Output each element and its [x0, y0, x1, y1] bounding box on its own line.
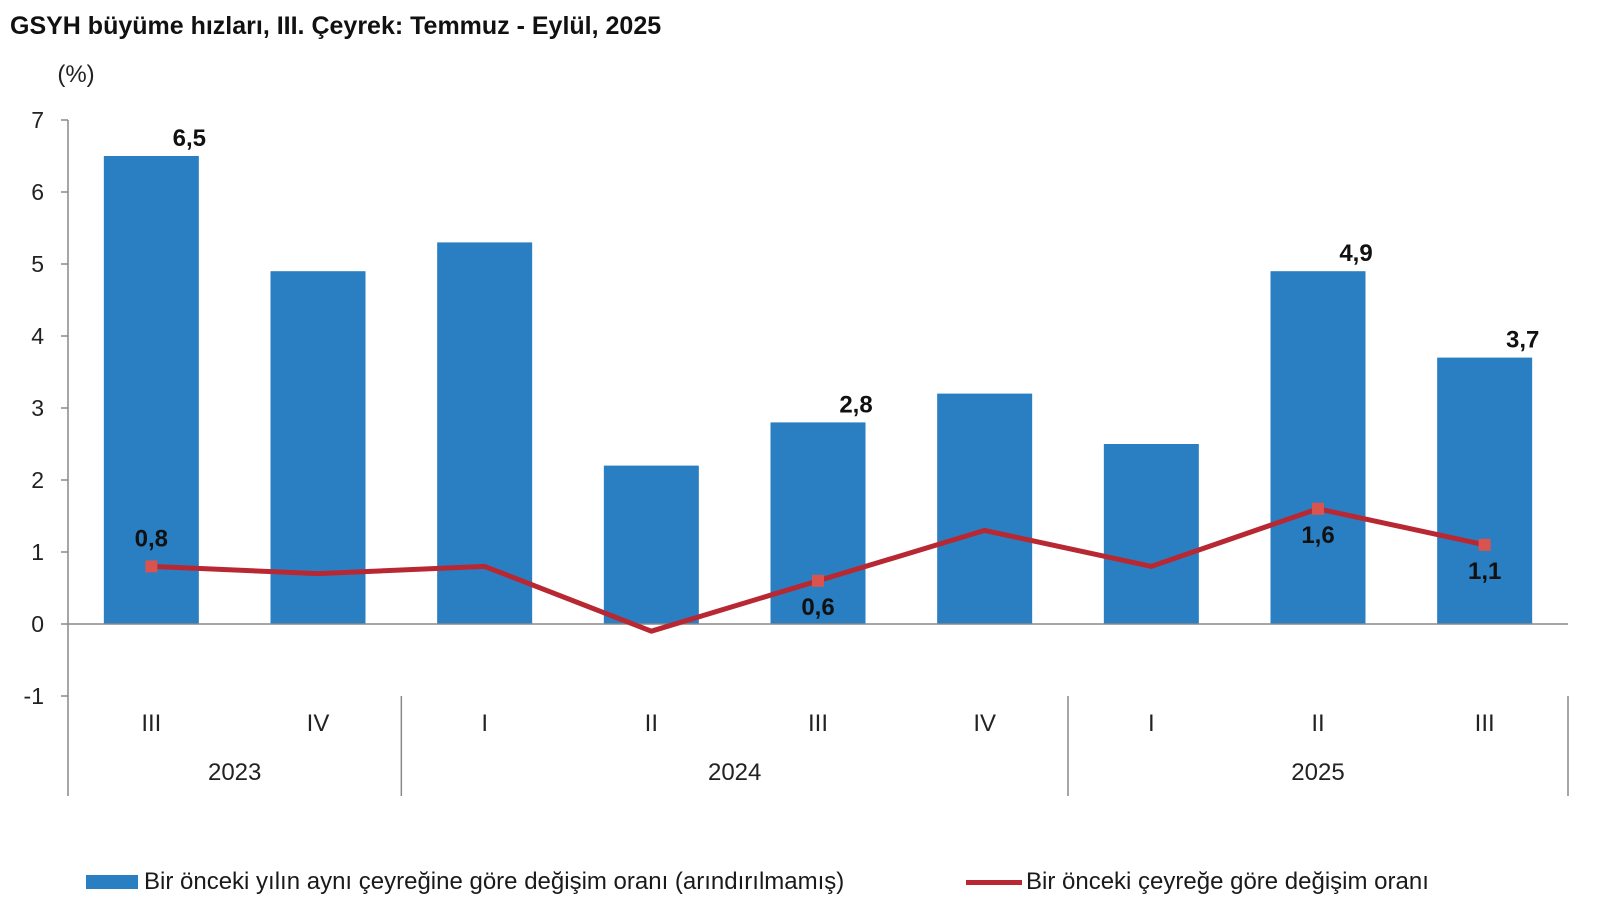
legend: Bir önceki yılın aynı çeyreğine göre değ… [0, 868, 1600, 902]
y-tick-label: 6 [31, 179, 44, 205]
bar-data-label: 6,5 [173, 125, 206, 152]
line-data-label: 1,1 [1468, 558, 1501, 585]
bar-data-label: 3,7 [1506, 327, 1539, 354]
legend-item-bar: Bir önceki yılın aynı çeyreğine göre değ… [86, 868, 844, 896]
bar [103, 156, 199, 624]
bar [603, 465, 699, 624]
x-tick-label: IV [307, 710, 330, 737]
x-tick-label: III [141, 710, 161, 737]
y-tick-label: 5 [31, 251, 44, 277]
y-axis-label: (%) [57, 61, 94, 88]
line-marker [1312, 502, 1324, 515]
x-tick-label: II [1311, 710, 1324, 737]
y-tick-label: 1 [31, 539, 44, 565]
bar [270, 271, 366, 624]
y-tick-label: -1 [24, 683, 44, 709]
bar [1270, 271, 1366, 624]
bar [437, 242, 533, 624]
line-data-label: 0,8 [135, 525, 168, 552]
y-tick-label: 0 [31, 611, 44, 637]
bar-data-label: 2,8 [839, 391, 872, 418]
legend-item-line: Bir önceki çeyreğe göre değişim oranı [966, 868, 1429, 896]
x-tick-label: III [808, 710, 828, 737]
legend-label-line: Bir önceki çeyreğe göre değişim oranı [1026, 868, 1429, 895]
chart-title: GSYH büyüme hızları, III. Çeyrek: Temmuz… [10, 12, 662, 40]
line-marker [1478, 538, 1491, 551]
chart-area: (%)-1012345676,52,84,93,70,80,61,61,1III… [24, 61, 1569, 796]
x-tick-label: I [481, 710, 488, 737]
bar-data-label: 4,9 [1339, 240, 1372, 267]
x-tick-label: II [645, 710, 658, 737]
x-tick-label: III [1475, 710, 1495, 737]
year-group-label: 2023 [208, 759, 261, 786]
legend-swatch-line [966, 879, 1022, 885]
line-data-label: 0,6 [801, 594, 834, 621]
bar [1103, 444, 1199, 624]
y-tick-label: 3 [31, 395, 44, 421]
line-marker [145, 560, 158, 573]
legend-label-bar: Bir önceki yılın aynı çeyreğine göre değ… [144, 868, 845, 895]
y-tick-label: 2 [31, 467, 44, 493]
legend-swatch-bar [86, 875, 138, 889]
x-tick-label: IV [973, 710, 996, 737]
bar [937, 393, 1033, 624]
line-marker [812, 574, 824, 587]
year-group-label: 2024 [708, 759, 761, 786]
y-tick-label: 7 [31, 107, 44, 133]
x-tick-label: I [1148, 710, 1155, 737]
y-tick-label: 4 [31, 323, 44, 349]
year-group-label: 2025 [1291, 759, 1344, 786]
line-data-label: 1,6 [1301, 522, 1334, 549]
bar [1437, 357, 1533, 624]
